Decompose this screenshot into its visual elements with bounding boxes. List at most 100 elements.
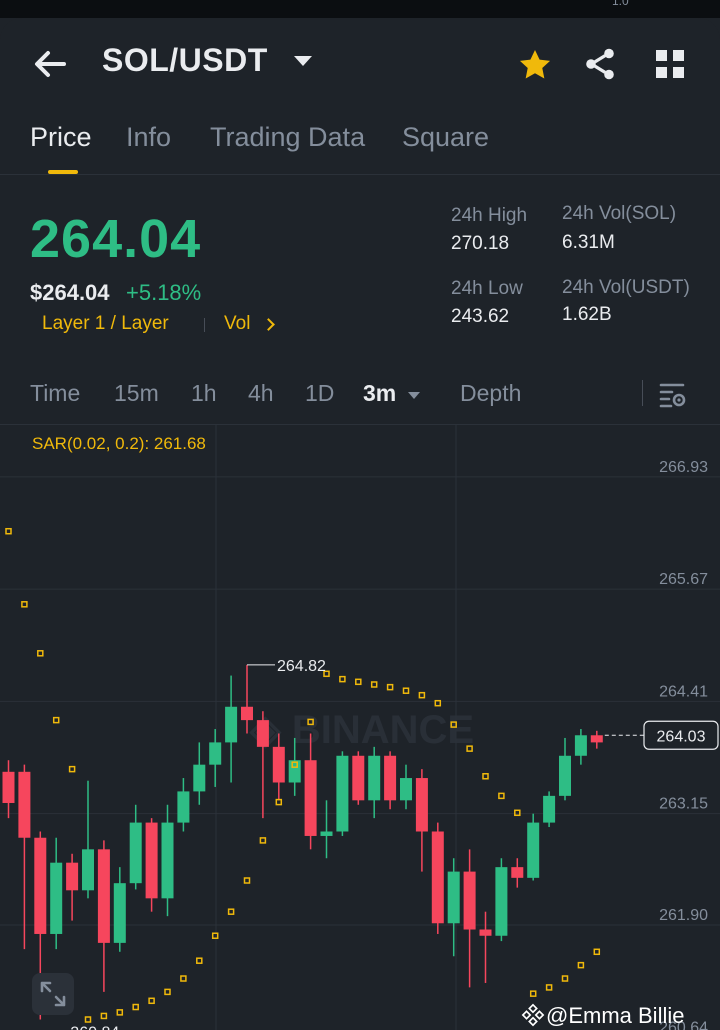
pair-title[interactable]: SOL/USDT [102, 42, 268, 78]
candle-body [447, 871, 460, 924]
interval-4h[interactable]: 4h [248, 380, 274, 406]
candle-body [415, 778, 428, 832]
sar-dot [5, 527, 12, 535]
candle-body [241, 706, 253, 721]
sar-dot [132, 1003, 139, 1011]
sar-dot [243, 877, 251, 884]
sar-dot [514, 809, 521, 817]
vol-usdt-value: 1.62B [562, 304, 612, 325]
sar-dot [434, 699, 442, 707]
candle-body [225, 706, 238, 743]
active-tab-indicator [48, 170, 78, 174]
sar-dot [402, 687, 410, 694]
interval-time[interactable]: Time [30, 380, 81, 406]
expand-icon [40, 981, 66, 1007]
interval-bar: Time 15m 1h 4h 1D 3m Depth [0, 376, 720, 425]
interval-divider [642, 380, 643, 406]
sar-dot [577, 961, 585, 969]
fullscreen-button[interactable] [32, 973, 74, 1015]
watermark-text: @Emma Billie [546, 1003, 685, 1028]
sar-dot [418, 691, 426, 699]
sar-dot [164, 988, 171, 996]
interval-dropdown-icon[interactable] [408, 392, 420, 399]
interval-1d[interactable]: 1D [305, 380, 335, 406]
share-icon[interactable] [582, 46, 618, 82]
candle-body [145, 822, 158, 899]
low-label: 24h Low [451, 278, 523, 299]
sar-dot [196, 957, 203, 964]
y-tick-label: 266.93 [659, 459, 708, 476]
candle-body [368, 755, 381, 801]
vol-sol-label: 24h Vol(SOL) [562, 203, 677, 224]
sar-dot [68, 765, 76, 773]
grid-menu-icon[interactable] [654, 48, 686, 80]
sar-dot [227, 908, 235, 915]
interval-1h[interactable]: 1h [191, 380, 217, 406]
pair-dropdown-icon[interactable] [294, 56, 312, 66]
candlestick-chart[interactable]: 266.93 265.67 264.41 263.15 261.90 260.64 ◈ BI… [0, 425, 720, 1030]
candle-body [18, 771, 31, 838]
status-bar: 1:0 [0, 0, 720, 18]
candle-body [463, 871, 476, 930]
chart-settings-icon[interactable] [658, 380, 688, 410]
vol-link[interactable]: Vol [224, 313, 251, 334]
chevron-right-icon[interactable] [262, 318, 275, 331]
candle-body [511, 867, 524, 878]
candle-body [559, 755, 571, 796]
candle-body [479, 929, 492, 936]
candle-body [384, 755, 397, 801]
interval-depth[interactable]: Depth [460, 380, 522, 406]
candle-body [50, 862, 63, 934]
candle-body [543, 795, 556, 823]
favorite-star-icon[interactable] [516, 46, 554, 84]
y-tick-label: 261.90 [659, 907, 708, 924]
tab-info[interactable]: Info [126, 122, 172, 152]
candle-body [209, 742, 222, 765]
category-tags[interactable]: Layer 1 / Layer [42, 313, 169, 334]
sar-dot [37, 650, 44, 657]
y-tick-label: 265.67 [659, 571, 708, 588]
last-price-box [643, 720, 719, 750]
sar-dot [450, 721, 457, 728]
sar-dot [21, 601, 28, 608]
sar-dot [545, 984, 553, 991]
tab-price[interactable]: Price [30, 122, 92, 152]
chart-canvas[interactable]: 266.93 265.67 264.41 263.15 261.90 260.64 ◈ BI… [0, 425, 720, 1030]
tab-square[interactable]: Square [402, 122, 490, 152]
interval-3m[interactable]: 3m [363, 380, 397, 406]
sar-dot [180, 975, 187, 982]
sar-dot [291, 761, 298, 768]
sar-indicator: SAR(0.02, 0.2): 261.68 [32, 434, 206, 453]
sar-dot [323, 670, 330, 678]
sar-dot [211, 932, 219, 940]
back-arrow-icon[interactable] [30, 46, 70, 82]
candle-body [495, 867, 508, 936]
sar-dot [100, 1012, 108, 1020]
tab-bar: Price Info Trading Data Square [0, 116, 720, 175]
sar-dot [386, 683, 394, 691]
candle-body [82, 849, 94, 891]
candle-body [574, 735, 587, 756]
candle-body [177, 791, 190, 823]
sar-dot [339, 675, 346, 683]
price-change: +5.18% [126, 280, 202, 305]
interval-15m[interactable]: 15m [114, 380, 159, 406]
sar-dot [466, 745, 473, 752]
candle-body [400, 778, 412, 801]
sar-dot [593, 948, 601, 956]
y-tick-label: 263.15 [659, 796, 708, 813]
candle-body [256, 720, 269, 747]
candle-body [352, 755, 365, 801]
candle-body [590, 735, 603, 743]
sar-dot [116, 1009, 124, 1016]
sar-dot [84, 1016, 92, 1023]
candle-body [34, 837, 47, 934]
tag-divider [204, 318, 205, 332]
watermark-handle: @Emma Billie [520, 1003, 684, 1029]
candle-body [320, 831, 333, 836]
candle-body [336, 755, 349, 832]
sar-dot [482, 773, 489, 780]
sar-dot [355, 678, 362, 686]
low-value: 243.62 [451, 306, 510, 327]
tab-trading-data[interactable]: Trading Data [210, 122, 366, 152]
